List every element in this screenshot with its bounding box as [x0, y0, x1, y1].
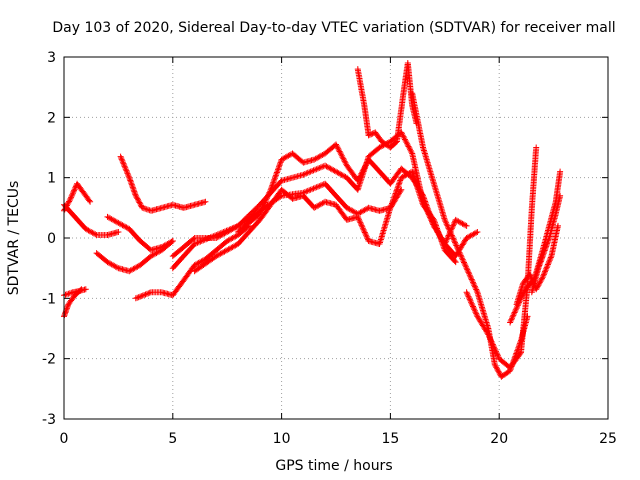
satellite-track-17-markers: [528, 192, 564, 296]
y-tick-label: 2: [47, 110, 56, 126]
y-tick-label: -2: [42, 352, 56, 368]
satellite-track-6: [104, 213, 176, 254]
satellite-track-6-markers: [104, 213, 176, 254]
data-series: [61, 60, 564, 380]
x-axis-label: GPS time / hours: [275, 458, 392, 474]
x-tick-label: 5: [168, 431, 177, 447]
satellite-track-18-markers: [513, 222, 561, 308]
y-tick-label: 0: [47, 231, 56, 247]
y-tick-label: 3: [47, 50, 56, 66]
y-tick-label: 1: [47, 171, 56, 187]
satellite-track-7: [117, 153, 209, 214]
x-tick-label: 20: [490, 431, 508, 447]
plot-frame: [63, 56, 609, 420]
satellite-track-14-markers: [409, 90, 531, 380]
satellite-track-18: [513, 222, 561, 308]
x-tick-label: 15: [381, 431, 399, 447]
satellite-track-7-markers: [117, 153, 209, 214]
y-tick-label: -1: [42, 291, 56, 307]
y-axis-label: SDTVAR / TECUs: [6, 181, 22, 296]
satellite-track-8: [132, 222, 252, 302]
tick-labels: 0 5 10 15 20 25 -3 -2 -1 0 1 2 3: [42, 50, 617, 447]
x-tick-label: 25: [599, 431, 617, 447]
satellite-track-14: [409, 90, 531, 380]
x-tick-label: 0: [60, 431, 69, 447]
satellite-track-12-markers: [235, 141, 470, 247]
grid-lines: [64, 57, 608, 419]
chart-title: Day 103 of 2020, Sidereal Day-to-day VTE…: [52, 20, 615, 36]
satellite-track-12: [235, 141, 470, 247]
y-tick-label: -3: [42, 412, 56, 428]
satellite-track-17: [528, 192, 564, 296]
x-tick-label: 10: [273, 431, 291, 447]
satellite-track-8-markers: [132, 222, 252, 302]
